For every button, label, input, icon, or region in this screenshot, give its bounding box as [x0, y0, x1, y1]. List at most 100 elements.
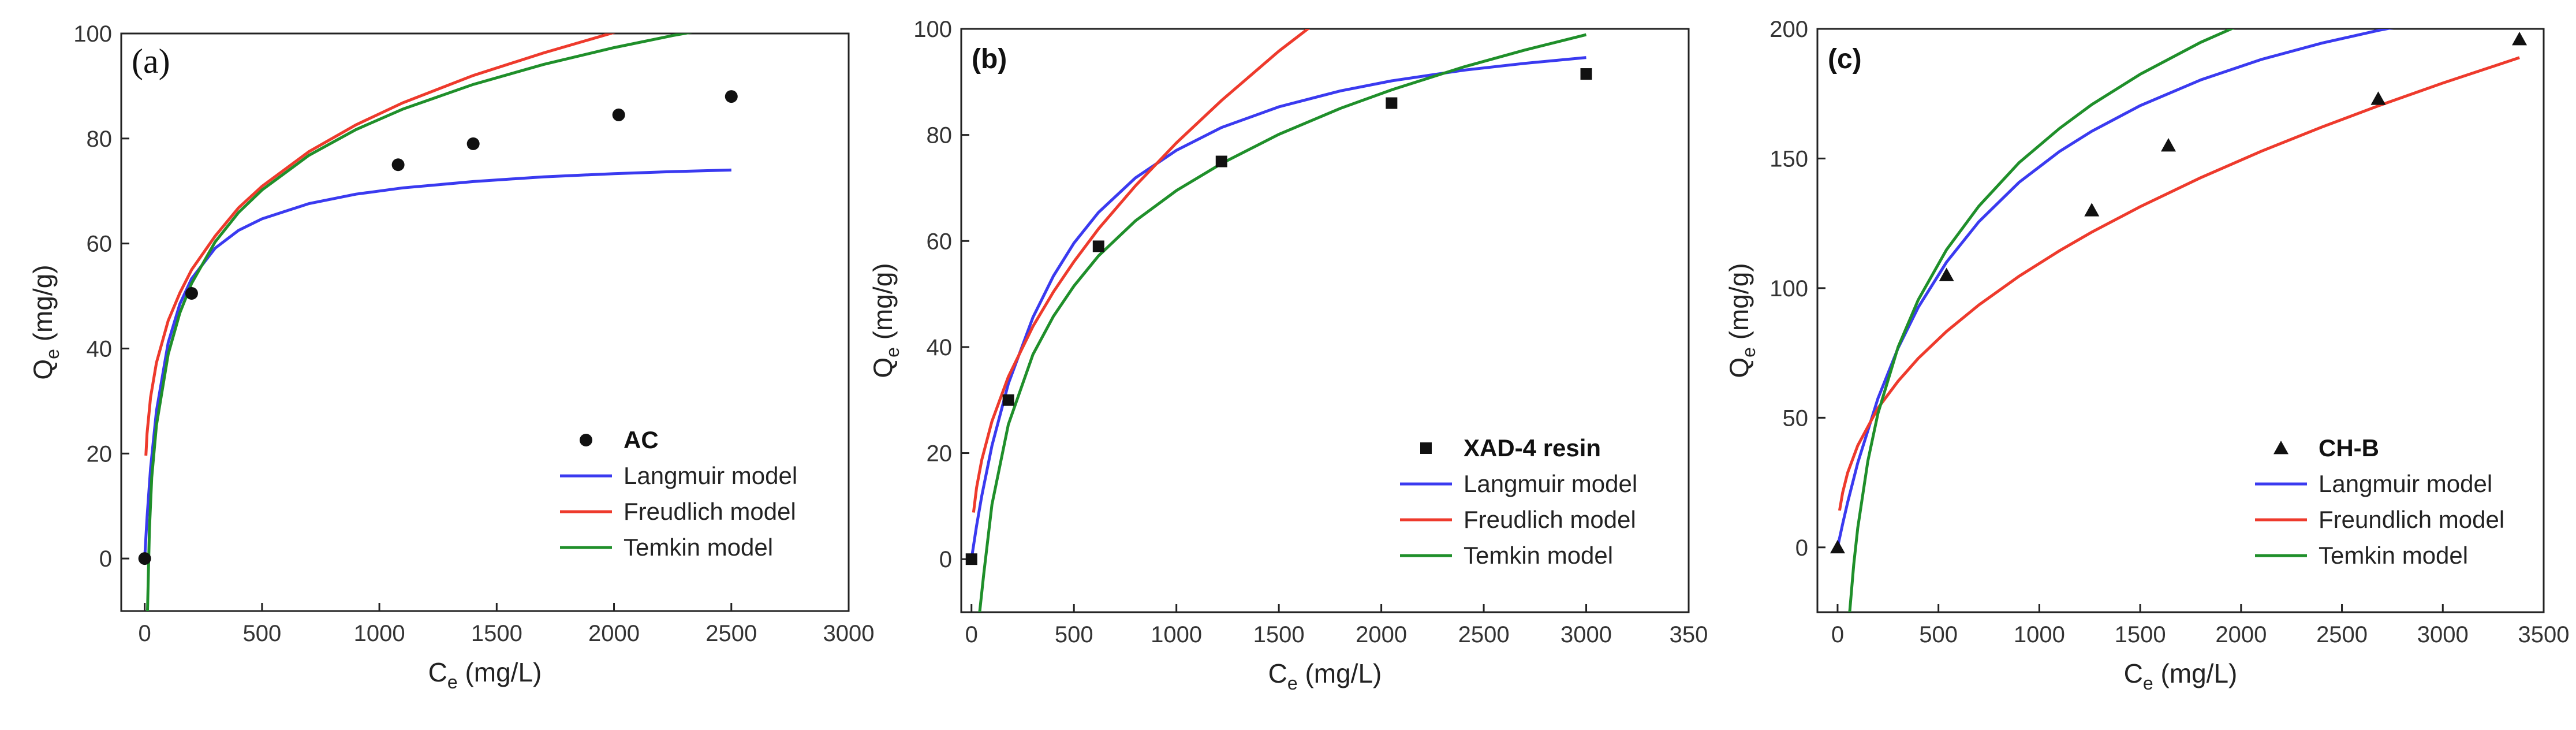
- y-tick-label: 100: [73, 21, 112, 47]
- x-axis-title-main: C: [1268, 658, 1287, 688]
- y-tick-label: 200: [1769, 17, 1808, 42]
- x-axis-title: Ce (mg/L): [428, 657, 542, 692]
- legend-data-marker: [580, 434, 592, 446]
- x-tick-label: 1000: [1151, 622, 1202, 647]
- x-axis-title-main: C: [2124, 658, 2143, 688]
- y-tick-label: 60: [927, 229, 953, 254]
- langmuir-model-curve: [143, 168, 731, 559]
- data-point: [2370, 91, 2386, 105]
- x-axis-title-main: C: [428, 657, 447, 687]
- panel-b: 0 500 1000 1500 2000 2500 3000 350020406080100C…: [868, 17, 1708, 694]
- data-point: [2512, 31, 2528, 46]
- plot-frame: [960, 28, 1690, 613]
- data-point: [1092, 240, 1104, 252]
- y-axis-title-sub: e: [1738, 347, 1759, 357]
- freundlich-model-curve: [1838, 56, 2520, 511]
- x-tick-label: 3000: [2417, 622, 2469, 647]
- data-point: [965, 553, 977, 565]
- freundlich-model-curve: [972, 29, 1311, 513]
- legend-temkin-label: Temkin model: [1464, 542, 1613, 569]
- x-tick-label: 500: [1055, 622, 1093, 647]
- panel-label: (a): [132, 42, 170, 80]
- legend: XAD-4 resin Langmuir model Freudlich model…: [1400, 434, 1637, 569]
- panel-a: 0 500 1000 1500 2000 2500 3000 0 20 40 60 80 100 Ce (…: [28, 21, 875, 692]
- legend-data-marker: [2273, 441, 2288, 455]
- langmuir-model-curve: [1836, 29, 2394, 548]
- temkin-model-curve: [1848, 29, 2235, 612]
- temkin-model-curve: [146, 33, 693, 611]
- x-tick-label: 1000: [2014, 622, 2065, 647]
- data-point: [2161, 138, 2176, 152]
- legend-langmuir-label: Langmuir model: [624, 462, 797, 489]
- y-tick-label: 100: [913, 17, 952, 42]
- panel-c: 0 500 1000 1500 2000 2500 3000 3500 0 50 100 150 200…: [1724, 17, 2570, 694]
- panel-label: (b): [972, 44, 1007, 75]
- legend-freundlich-label: Freundlich model: [2319, 506, 2504, 533]
- legend-data-marker: [1420, 442, 1432, 454]
- data-point: [138, 552, 151, 565]
- y-axis-title-main: Q: [28, 359, 58, 380]
- legend-langmuir-label: Langmuir model: [2319, 470, 2492, 497]
- x-tick-label: 0: [1831, 622, 1844, 647]
- x-tick-label: 2000: [2215, 622, 2267, 647]
- x-axis-title-unit: (mg/L): [1298, 658, 1382, 688]
- y-tick-label: 80: [927, 123, 953, 148]
- legend-langmuir-label: Langmuir model: [1464, 470, 1637, 497]
- data-point: [391, 158, 405, 172]
- langmuir-model-curve: [970, 56, 1586, 560]
- data-point: [1939, 267, 1954, 281]
- y-axis-title-main: Q: [1724, 357, 1754, 378]
- x-tick-label: 3500: [2518, 622, 2570, 647]
- legend-data-label: AC: [624, 426, 659, 453]
- x-tick-label: 2500: [1458, 622, 1510, 647]
- x-tick-label: 500: [242, 621, 281, 646]
- legend: CH-B Langmuir model Freundlich model Temkin…: [2255, 434, 2504, 569]
- x-tick-label: 1000: [354, 621, 405, 646]
- legend-freundlich-label: Freudlich model: [624, 498, 796, 525]
- legend: AC Langmuir model Freudlich model Temkin mo…: [560, 426, 797, 561]
- x-tick-label: 500: [1919, 622, 1958, 647]
- data-point: [725, 90, 738, 103]
- data-point: [2084, 203, 2100, 217]
- x-axis-title-sub: e: [2143, 673, 2153, 694]
- data-point: [1580, 68, 1592, 80]
- y-tick-label: 100: [1769, 276, 1808, 301]
- x-tick-label: 1500: [1253, 622, 1305, 647]
- x-axis-title-unit: (mg/L): [458, 657, 542, 687]
- data-point: [466, 137, 480, 150]
- panel-label: (c): [1828, 44, 1862, 75]
- y-axis-title-unit: (mg/g): [1724, 263, 1754, 347]
- x-tick-label: 2000: [588, 621, 640, 646]
- y-tick-label: 40: [87, 336, 113, 362]
- y-tick-label: 50: [1783, 405, 1809, 431]
- y-axis-title-unit: (mg/g): [28, 265, 58, 349]
- legend-data-label: XAD-4 resin: [1464, 434, 1601, 461]
- y-axis-title: Qe (mg/g): [868, 263, 903, 378]
- x-tick-label: 350: [1670, 622, 1708, 647]
- y-tick-label: 0: [1795, 535, 1808, 561]
- y-tick-label: 0: [99, 546, 112, 572]
- legend-temkin-label: Temkin model: [2319, 542, 2468, 569]
- data-point: [1215, 155, 1227, 167]
- y-axis-title-unit: (mg/g): [868, 263, 898, 347]
- x-tick-label: 0: [965, 622, 978, 647]
- y-axis-title: Qe (mg/g): [28, 265, 63, 379]
- data-point: [1002, 394, 1014, 406]
- x-tick-label: 2500: [705, 621, 757, 646]
- y-axis-title-main: Q: [868, 357, 898, 378]
- y-axis-title-sub: e: [882, 347, 903, 357]
- legend-temkin-label: Temkin model: [624, 534, 773, 561]
- y-tick-label: 150: [1769, 146, 1808, 172]
- plot-frame: [1816, 28, 2545, 613]
- data-point: [612, 108, 625, 121]
- x-axis-title: Ce (mg/L): [2124, 658, 2238, 694]
- x-tick-label: 3000: [823, 621, 875, 646]
- temkin-model-curve: [978, 33, 1587, 612]
- y-tick-label: 40: [927, 335, 953, 360]
- y-axis-title-sub: e: [42, 349, 63, 359]
- x-tick-label: 1500: [471, 621, 522, 646]
- x-axis-title-sub: e: [1287, 673, 1298, 694]
- x-axis-title-sub: e: [447, 672, 458, 692]
- y-tick-label: 20: [927, 441, 953, 467]
